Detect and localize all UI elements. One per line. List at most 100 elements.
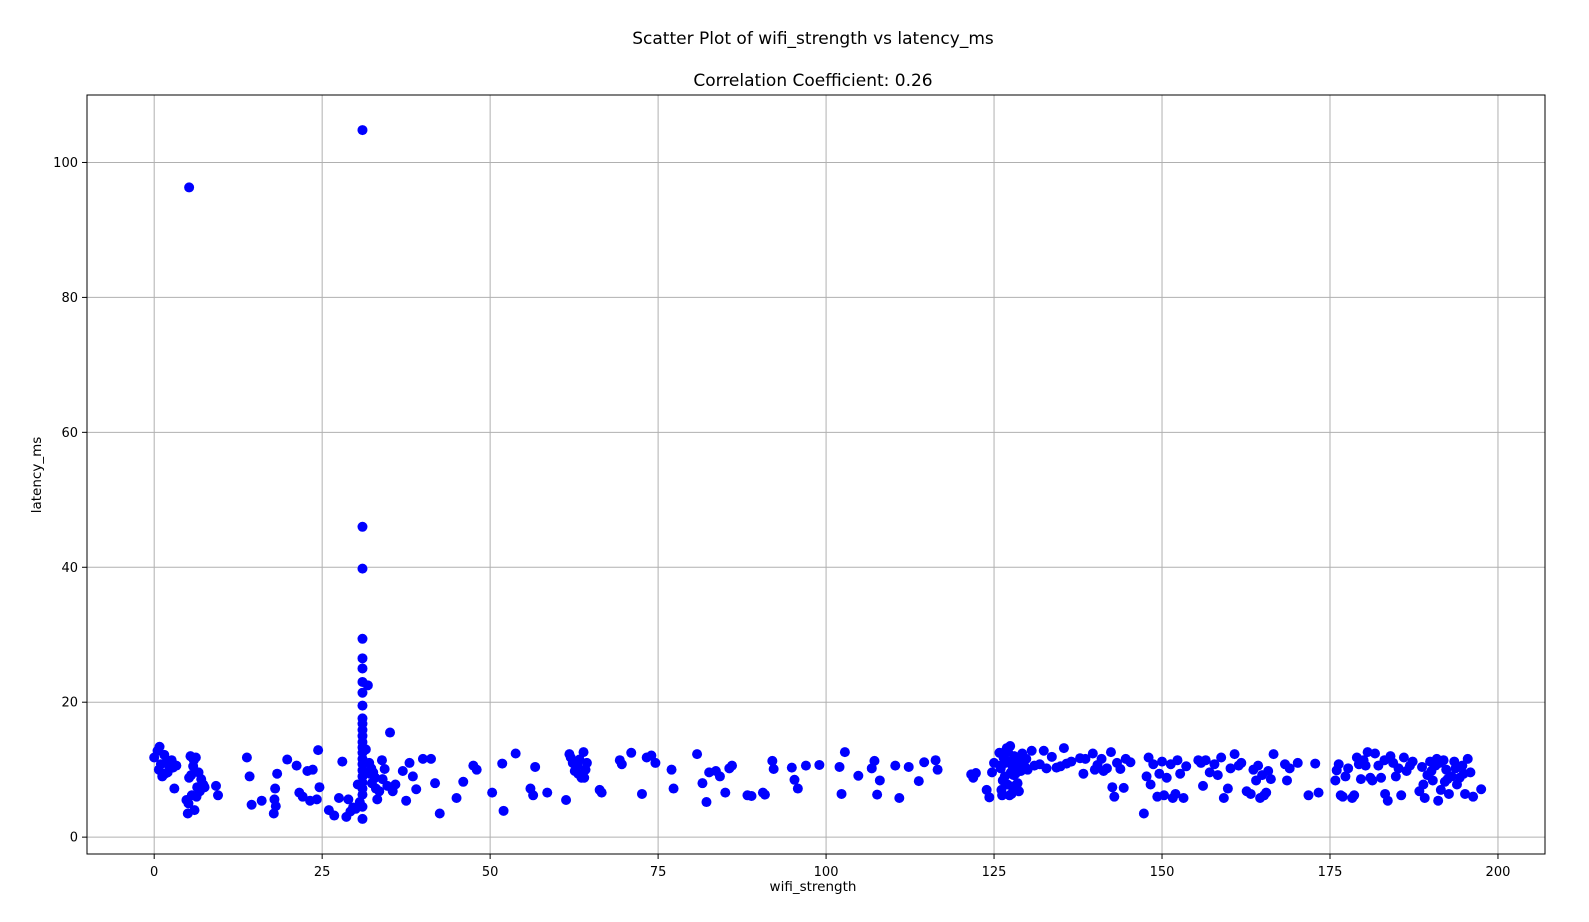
data-point [1009,755,1020,766]
data-point [1212,770,1223,781]
data-point [1340,771,1351,782]
data-point [314,782,325,793]
x-tick-label: 75 [650,865,667,880]
data-point [1443,788,1454,799]
data-point [768,763,779,774]
data-point [404,757,415,768]
data-point [581,757,592,768]
data-point [1218,793,1229,804]
data-point [1261,787,1272,798]
data-point [1145,779,1156,790]
data-point [211,780,222,791]
data-point [1107,782,1118,793]
data-point [390,779,401,790]
data-point [1313,787,1324,798]
data-point [1370,748,1381,759]
data-point [1362,747,1373,758]
data-point [169,783,180,794]
data-point [337,756,348,767]
data-point [154,741,165,752]
data-point [1460,788,1471,799]
data-point [1159,790,1170,801]
data-point [1204,767,1215,778]
y-tick-label: 80 [61,291,78,306]
data-point [1419,793,1430,804]
data-point [497,758,508,769]
data-point [1380,788,1391,799]
data-point [542,787,553,798]
data-point [720,787,731,798]
data-points [149,125,1487,824]
data-point [1281,775,1292,786]
data-point [1450,763,1461,774]
data-point [579,772,590,783]
data-point [834,761,845,772]
data-point [869,755,880,766]
data-point [357,813,368,824]
data-point [1284,763,1295,774]
y-tick-label: 100 [53,156,78,171]
data-point [1458,768,1469,779]
data-point [913,776,924,787]
data-point [1021,753,1032,764]
data-point [697,778,708,789]
data-point [1080,753,1091,764]
data-point [1096,753,1107,764]
data-point [984,792,995,803]
data-point [1109,791,1120,802]
data-point [1349,790,1360,801]
data-point [1360,760,1371,771]
data-point [357,521,368,532]
data-point [357,563,368,574]
data-point [357,125,368,136]
data-point [996,784,1007,795]
data-point [272,768,283,779]
data-point [213,790,224,801]
data-point [291,760,302,771]
data-point [1170,788,1181,799]
data-point [1303,790,1314,801]
data-point [1200,755,1211,766]
data-point [1225,763,1236,774]
data-point [836,788,847,799]
data-point [1148,759,1159,770]
data-point [1125,757,1136,768]
data-point [1172,755,1183,766]
y-axis-ticks: 0 20 40 60 80 100 [53,156,87,846]
data-point [1038,745,1049,756]
data-point [1058,743,1069,754]
data-point [426,753,437,764]
data-point [872,789,883,800]
data-point [1398,752,1409,763]
data-point [385,727,396,738]
data-point [565,752,576,763]
data-point [1407,756,1418,767]
data-point [376,755,387,766]
chart-subtitle: Correlation Coefficient: 0.26 [693,71,932,91]
data-point [458,776,469,787]
data-point [362,680,373,691]
data-point [1118,782,1129,793]
data-point [1476,784,1487,795]
data-point [270,783,281,794]
x-tick-label: 0 [150,865,158,880]
data-point [1161,772,1172,783]
data-point [1376,772,1387,783]
data-point [786,762,797,773]
data-point [970,768,981,779]
data-point [451,793,462,804]
data-point [407,771,418,782]
data-point [159,768,170,779]
data-point [792,783,803,794]
data-point [814,759,825,770]
data-point [1310,758,1321,769]
data-point [874,775,885,786]
data-point [1337,791,1348,802]
data-point [727,760,738,771]
data-point [1046,751,1057,762]
data-point [646,750,657,761]
data-point [1008,770,1019,781]
data-point [159,749,170,760]
data-point [530,761,541,772]
data-point [578,747,589,758]
